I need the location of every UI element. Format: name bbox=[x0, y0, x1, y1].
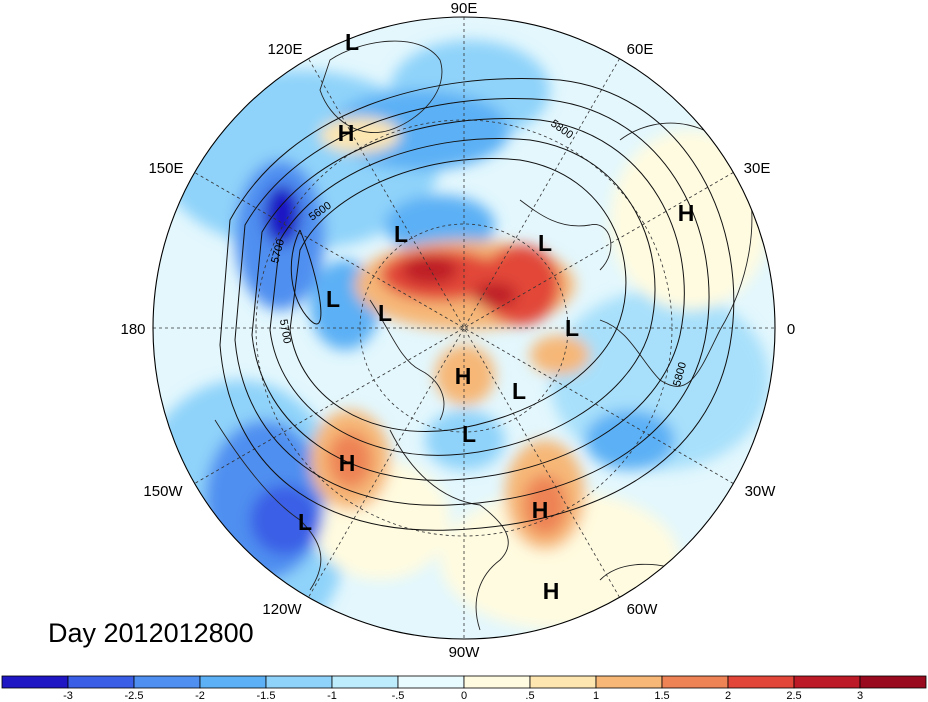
low-center-marker: L bbox=[462, 421, 476, 447]
colorbar-swatch bbox=[595, 675, 663, 689]
colorbar-tick-label: -3 bbox=[63, 690, 73, 702]
high-center-marker: H bbox=[338, 120, 355, 146]
colorbar-swatch bbox=[199, 675, 267, 689]
low-center-marker: L bbox=[326, 286, 340, 312]
colorbar-swatch bbox=[1, 675, 69, 689]
colorbar-swatch bbox=[463, 675, 531, 689]
colorbar-tick-label: 2 bbox=[725, 690, 731, 702]
anomaly-shading bbox=[153, 17, 775, 639]
colorbar-swatch bbox=[265, 675, 333, 689]
low-center-marker: L bbox=[565, 315, 579, 341]
colorbar-tick-label: -1 bbox=[327, 690, 337, 702]
colorbar-tick-label: 3 bbox=[857, 690, 863, 702]
colorbar-tick-label: 1 bbox=[593, 690, 599, 702]
colorbar-swatch bbox=[727, 675, 795, 689]
colorbar-swatch bbox=[793, 675, 861, 689]
low-center-marker: L bbox=[345, 29, 359, 55]
low-center-marker: L bbox=[298, 509, 312, 535]
low-center-marker: L bbox=[538, 230, 552, 256]
colorbar-swatch bbox=[529, 675, 597, 689]
colorbar-tick-label: .5 bbox=[525, 690, 534, 702]
high-center-marker: H bbox=[455, 363, 472, 389]
lon-label-90e: 90E bbox=[451, 0, 478, 17]
high-center-marker: H bbox=[678, 200, 695, 226]
high-center-marker: H bbox=[532, 497, 549, 523]
colorbar-swatch bbox=[859, 675, 927, 689]
colorbar-tick-label: -2.5 bbox=[125, 690, 144, 702]
lon-label-120e: 120E bbox=[267, 41, 302, 58]
contour-label: 5700 bbox=[277, 318, 293, 344]
lon-label-150w: 150W bbox=[143, 483, 183, 500]
colorbar-swatch bbox=[67, 675, 135, 689]
colorbar-swatch bbox=[133, 675, 201, 689]
lon-label-30w: 30W bbox=[745, 483, 777, 500]
lon-label-150e: 150E bbox=[148, 160, 183, 177]
low-center-marker: L bbox=[512, 378, 526, 404]
high-center-marker: H bbox=[543, 578, 560, 604]
map-boundary bbox=[152, 16, 776, 640]
lon-label-60e: 60E bbox=[627, 41, 654, 58]
lon-label-120w: 120W bbox=[262, 601, 302, 618]
lon-label-0: 0 bbox=[787, 321, 795, 338]
lon-label-60w: 60W bbox=[627, 601, 659, 618]
colorbar-swatch bbox=[397, 675, 465, 689]
colorbar-tick-label: -1.5 bbox=[257, 690, 276, 702]
colorbar-tick-label: 1.5 bbox=[654, 690, 669, 702]
colorbar-swatch bbox=[331, 675, 399, 689]
colorbar-tick-label: 2.5 bbox=[786, 690, 801, 702]
colorbar: -3 -2.5 -2 -1.5 -1 -.5 0 .5 1 1.5 2 2.5 3 bbox=[1, 675, 927, 702]
lon-label-30e: 30E bbox=[744, 160, 771, 177]
high-center-marker: H bbox=[339, 450, 356, 476]
colorbar-tick-label: -2 bbox=[195, 690, 205, 702]
low-center-marker: L bbox=[378, 300, 392, 326]
low-center-marker: L bbox=[394, 221, 408, 247]
longitude-labels: 90E 60E 30E 0 30W 60W 90W 120W 150W 180 … bbox=[120, 0, 795, 661]
lon-label-90w: 90W bbox=[449, 644, 481, 661]
colorbar-tick-label: 0 bbox=[461, 690, 467, 702]
colorbar-tick-label: -.5 bbox=[392, 690, 405, 702]
pressure-centers: L H L L L L L H L L H H L H H bbox=[298, 29, 694, 604]
height-contours bbox=[219, 78, 735, 531]
day-label: Day 2012012800 bbox=[48, 618, 254, 648]
lon-label-180: 180 bbox=[120, 321, 145, 338]
colorbar-swatch bbox=[661, 675, 729, 689]
